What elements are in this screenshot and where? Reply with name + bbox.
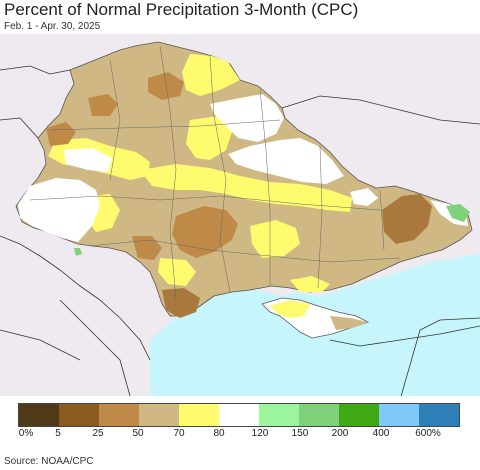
legend-swatch-5 [219,404,259,426]
legend-tick-label: 400 [372,428,390,439]
legend-tick-label: 150 [291,428,309,439]
brown-northwest-patch [88,94,118,116]
brown-west-patch [46,122,76,146]
yellow-central-band [140,164,352,212]
yellow-south-central [250,220,300,258]
precipitation-map [0,34,480,401]
legend-swatch-8 [339,404,379,426]
legend-swatch-7 [299,404,339,426]
yellow-north [182,54,240,96]
brown-east [382,194,432,244]
legend-tick-label: 80 [213,428,225,439]
legend-bar [18,403,460,427]
legend-tick-label: 200 [331,428,349,439]
map-title: Percent of Normal Precipitation 3-Month … [4,0,359,19]
legend-tick-label: 70 [173,428,185,439]
country-borders [0,65,480,401]
legend-swatch-4 [179,404,219,426]
legend-tick-label: 50 [132,428,144,439]
white-northwest [64,148,112,172]
legend-tick-label: 5 [55,428,61,439]
legend-tick-label: 120 [251,428,269,439]
legend-swatch-1 [59,404,99,426]
legend-swatch-9 [379,404,419,426]
legend-tick-labels: 0% 5 25 50 70 80 120 150 200 400 600% [0,428,480,442]
legend-swatch-10 [419,404,459,426]
yellow-central-north [186,116,232,160]
legend-swatch-2 [99,404,139,426]
yellow-coast [158,258,196,286]
brown-south-coast [132,236,162,260]
crimea-yellow [270,300,310,318]
yellow-azov [290,276,330,292]
region-borders [29,45,401,301]
white-east [228,138,344,184]
green-west-dot [74,248,82,256]
legend-swatch-0 [19,404,59,426]
map-svg [0,34,480,401]
legend-tick-label: 25 [92,428,104,439]
white-east-spot [350,188,378,206]
brown-central [172,206,238,258]
map-subtitle: Feb. 1 - Apr. 30, 2025 [4,21,101,32]
legend-swatch-3 [139,404,179,426]
legend-swatch-6 [259,404,299,426]
legend-tick-label: 600% [415,428,441,439]
source-credit: Source: NOAA/CPC [4,456,94,467]
white-west [18,178,100,242]
white-northeast [210,94,284,142]
brown-southwest-delta [162,288,200,318]
crimea-tan [330,316,368,330]
green-east-tip [446,204,470,222]
legend-tick-label: 0% [18,428,34,439]
